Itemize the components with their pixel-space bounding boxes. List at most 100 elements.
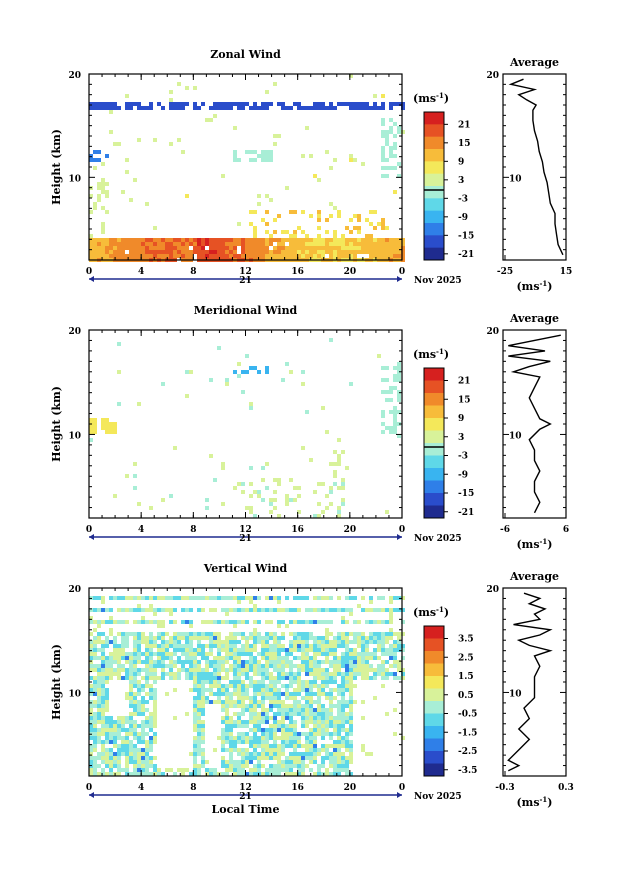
x-tick-label: 4	[138, 783, 144, 793]
y-tick-label: 10	[68, 174, 81, 184]
y-tick-label: 10	[68, 431, 81, 441]
colorbar-segment	[424, 430, 444, 444]
colorbar-tick-label: 1.5	[458, 672, 474, 682]
y-axis-label: Height (km)	[50, 386, 63, 462]
profile-line	[508, 334, 561, 514]
date-axis-right-arrow	[397, 534, 402, 540]
colorbar-segment	[424, 223, 444, 236]
colorbar-segment	[424, 713, 444, 727]
day-label: 21	[239, 534, 252, 544]
colorbar-segment	[424, 235, 444, 249]
colorbar-segment	[424, 751, 444, 764]
x-tick-label: 16	[291, 267, 304, 277]
colorbar-segment	[424, 112, 444, 125]
colorbar-segment	[424, 468, 444, 481]
profile-y-tick-label: 20	[486, 585, 499, 595]
plot-frame	[88, 73, 403, 261]
colorbar-segment	[424, 638, 444, 652]
colorbar-unit: (ms-1)	[413, 91, 449, 105]
x-tick-label: 4	[138, 267, 144, 277]
profile-line	[508, 78, 564, 256]
heatmap-cells	[89, 338, 401, 518]
colorbar-unit: (ms-1)	[413, 347, 449, 361]
profile-title: Average	[509, 312, 559, 325]
profile-x-tick-label: 15	[560, 267, 573, 277]
colorbar-tick-label: -3	[458, 452, 468, 462]
day-label: 21	[239, 792, 252, 802]
date-label: Nov 2025	[414, 276, 462, 286]
panel-vertical: Vertical Wind 0 4 8 12 16 20 0 20 10 Height (km) 21…	[50, 562, 574, 816]
profile-line	[507, 592, 553, 772]
x-tick-label: 0	[86, 525, 92, 535]
colorbar-segment	[424, 763, 444, 777]
profile-x-tick-label: 0.3	[558, 783, 574, 793]
colorbar-frame	[423, 625, 445, 777]
profile-title: Average	[509, 56, 559, 69]
colorbar-tick-label: -21	[458, 250, 474, 260]
date-axis-left-arrow	[89, 276, 94, 282]
profile-x-tick-label: -0.3	[495, 783, 514, 793]
colorbar-tick-label: 3	[458, 433, 464, 443]
colorbar-tick-label: 3	[458, 176, 464, 186]
x-tick-label: 0	[86, 783, 92, 793]
colorbar-segment	[424, 247, 444, 261]
x-tick-label: 16	[291, 783, 304, 793]
colorbar-segment	[424, 149, 444, 162]
x-tick-label: 8	[190, 267, 196, 277]
colorbar-segment	[424, 663, 444, 677]
panel-zonal: Zonal Wind 0 4 8 12 16 20 0 20 10 Height (km) 21 Nov…	[50, 48, 572, 293]
colorbar-segment	[424, 676, 444, 689]
colorbar-segment	[424, 380, 444, 394]
x-axis-label: Local Time	[212, 803, 280, 816]
date-axis-right-arrow	[397, 792, 402, 798]
colorbar-tick-label: 21	[458, 120, 471, 130]
profile-y-tick-label: 10	[509, 174, 522, 184]
x-tick-label: 0	[399, 783, 405, 793]
colorbar-segment	[424, 368, 444, 381]
colorbar-tick-label: 15	[458, 139, 471, 149]
x-tick-label: 12	[239, 525, 252, 535]
colorbar-tick-label: 0.5	[458, 691, 474, 701]
colorbar-segment	[424, 626, 444, 639]
y-axis-label: Height (km)	[50, 644, 63, 720]
colorbar-segment	[424, 455, 444, 469]
colorbar-unit: (ms-1)	[413, 605, 449, 619]
colorbar-tick-label: 15	[458, 395, 471, 405]
date-axis-left-arrow	[89, 792, 94, 798]
x-tick-label: 20	[344, 525, 357, 535]
colorbar-segment	[424, 186, 444, 199]
colorbar-segment	[424, 405, 444, 419]
colorbar-tick-label: -9	[458, 470, 468, 480]
heatmap-cells	[89, 596, 405, 776]
profile-x-tick-label: -25	[497, 267, 513, 277]
day-label: 21	[239, 276, 252, 286]
colorbar-segment	[424, 173, 444, 187]
y-tick-label: 20	[68, 71, 81, 81]
colorbar-segment	[424, 701, 444, 714]
colorbar-segment	[424, 651, 444, 664]
profile-title: Average	[509, 570, 559, 583]
colorbar-segment	[424, 480, 444, 494]
profile-x-tick-label: 6	[563, 525, 569, 535]
colorbar-tick-label: -1.5	[458, 728, 477, 738]
colorbar-tick-label: -9	[458, 213, 468, 223]
colorbar-segment	[424, 738, 444, 752]
colorbar-tick-label: -15	[458, 489, 474, 499]
profile-y-tick-label: 20	[486, 71, 499, 81]
colorbar-tick-label: -21	[458, 508, 474, 518]
x-tick-label: 20	[344, 267, 357, 277]
colorbar-tick-label: 3.5	[458, 635, 474, 645]
x-tick-label: 20	[344, 783, 357, 793]
heatmap-cells	[89, 74, 405, 262]
panel-meridional: Meridional Wind 0 4 8 12 16 20 0 20 10 Height (km)…	[50, 304, 569, 551]
y-tick-label: 20	[68, 585, 81, 595]
colorbar-segment	[424, 393, 444, 406]
x-tick-label: 8	[190, 783, 196, 793]
colorbar-segment	[424, 726, 444, 739]
colorbar-tick-label: 9	[458, 414, 464, 424]
profile-y-tick-label: 10	[509, 689, 522, 699]
colorbar-segment	[424, 505, 444, 519]
y-axis-label: Height (km)	[50, 129, 63, 205]
y-tick-label: 20	[68, 327, 81, 337]
